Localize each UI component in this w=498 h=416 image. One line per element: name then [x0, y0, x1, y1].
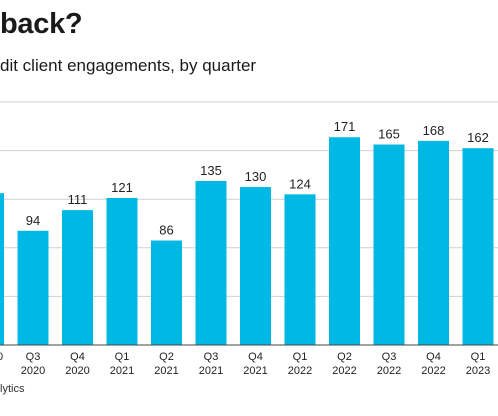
x-tick-quarter: Q1 [471, 351, 486, 363]
bar [373, 144, 405, 345]
bar-value-label: 86 [159, 223, 173, 238]
bar-value-label: 94 [26, 213, 40, 228]
bar [151, 240, 182, 345]
bar [17, 230, 49, 345]
chart-title: back? [0, 8, 83, 40]
x-tick-quarter: Q1 [115, 351, 130, 363]
x-tick-quarter: Q4 [248, 351, 263, 363]
source-note: lytics [0, 383, 25, 395]
bar-value-label: 111 [68, 192, 88, 207]
bar-value-label: 135 [200, 163, 222, 178]
bar-value-label: 168 [423, 123, 445, 138]
x-tick-year: 2020 [21, 365, 45, 377]
x-tick-year: 2021 [243, 365, 267, 377]
x-tick-quarter: Q3 [382, 351, 397, 363]
chart-subtitle: dit client engagements, by quarter [0, 56, 257, 75]
x-tick-year: 2022 [421, 365, 445, 377]
bar-value-label: 171 [334, 119, 356, 134]
bar [240, 187, 271, 345]
bar [284, 194, 316, 345]
x-tick-label-partial: 0 [0, 351, 3, 363]
bar-partial [0, 193, 4, 345]
x-tick-quarter: Q4 [426, 351, 441, 363]
bar-value-label: 162 [467, 130, 489, 145]
bar [329, 137, 360, 345]
x-tick-quarter: Q3 [26, 351, 41, 363]
x-tick-quarter: Q2 [337, 351, 352, 363]
bar [418, 140, 449, 345]
x-tick-quarter: Q2 [159, 351, 174, 363]
x-tick-year: 2022 [332, 365, 356, 377]
x-tick-year: 2021 [110, 365, 134, 377]
bar-value-label: 121 [111, 180, 133, 195]
bar [195, 180, 227, 345]
x-tick-year: 2022 [377, 365, 401, 377]
bar-value-label: 130 [245, 169, 267, 184]
x-tick-year: 2021 [154, 365, 178, 377]
x-tick-quarter: Q4 [70, 351, 85, 363]
x-tick-year: 2021 [199, 365, 223, 377]
x-tick-quarter: Q3 [204, 351, 219, 363]
bar-value-label: 124 [289, 176, 311, 191]
x-tick-year: 2020 [65, 365, 89, 377]
bar-value-label: 165 [378, 127, 400, 142]
bar [62, 210, 93, 345]
bar [106, 197, 138, 345]
x-tick-year: 2022 [288, 365, 312, 377]
x-tick-quarter: Q1 [293, 351, 308, 363]
x-tick-year: 2023 [466, 365, 490, 377]
bar [462, 148, 494, 345]
